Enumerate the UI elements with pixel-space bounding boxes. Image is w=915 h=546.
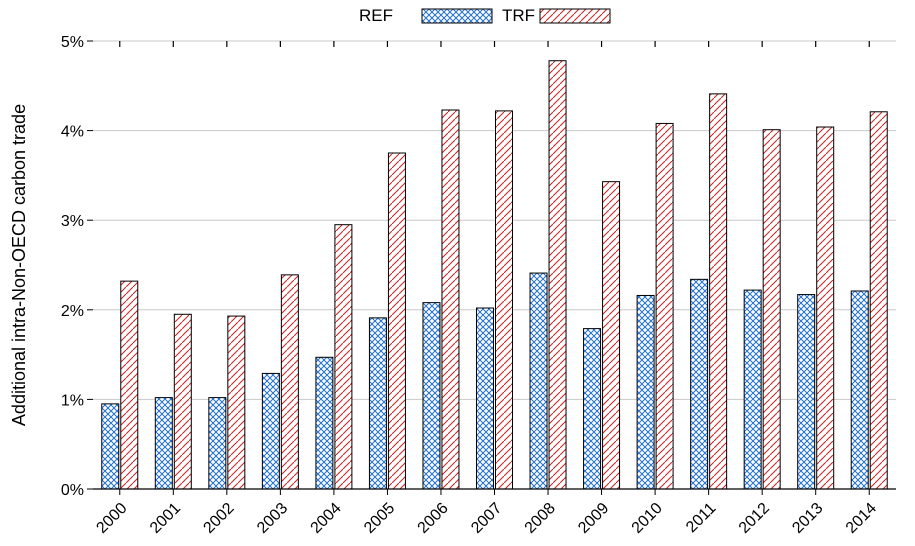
x-tick-label: 2004 xyxy=(308,500,345,537)
x-tick-label: 2007 xyxy=(468,500,505,537)
x-tick-label: 2005 xyxy=(361,500,398,537)
bar-trf-2009 xyxy=(602,181,621,490)
bar-trf-2002 xyxy=(227,315,246,490)
bar-ref-2008 xyxy=(529,272,548,490)
legend-label-trf: TRF xyxy=(502,6,535,25)
y-tick-label: 1% xyxy=(61,392,84,409)
axes xyxy=(87,40,896,495)
y-tick-label: 3% xyxy=(61,213,84,230)
bar-trf-2007 xyxy=(495,110,513,490)
y-tick-label: 2% xyxy=(61,303,84,320)
x-tick-label: 2006 xyxy=(415,500,452,537)
bar-trf-2014 xyxy=(869,111,888,490)
legend-label-ref: REF xyxy=(359,6,393,25)
bar-ref-2007 xyxy=(476,307,494,490)
legend-swatch-ref xyxy=(421,8,493,24)
y-axis-label: Additional intra-Non-OECD carbon trade xyxy=(9,104,29,426)
x-tick-label: 2008 xyxy=(522,500,559,537)
legend-swatch-trf xyxy=(539,8,611,24)
bar-trf-2004 xyxy=(334,224,353,490)
bar-trf-2006 xyxy=(441,109,460,490)
x-tick-label: 2010 xyxy=(629,500,666,537)
bar-trf-2013 xyxy=(816,126,835,490)
x-tick-label: 2014 xyxy=(843,500,880,537)
bar-trf-2001 xyxy=(173,313,192,490)
bar-ref-2006 xyxy=(422,302,441,490)
bar-ref-2001 xyxy=(154,397,173,490)
bars xyxy=(101,60,888,490)
bar-ref-2004 xyxy=(315,356,334,490)
x-tick-label: 2009 xyxy=(575,500,612,537)
x-tick-label: 2000 xyxy=(93,500,130,537)
x-tick-label: 2003 xyxy=(254,500,291,537)
x-tick-label: 2013 xyxy=(789,500,826,537)
bar-ref-2005 xyxy=(368,317,387,490)
bar-ref-2010 xyxy=(636,294,655,490)
legend: REF TRF xyxy=(359,6,611,25)
bar-ref-2000 xyxy=(101,403,120,490)
bar-trf-2003 xyxy=(280,274,299,490)
bar-ref-2003 xyxy=(261,372,280,490)
bar-ref-2009 xyxy=(583,328,602,490)
bar-trf-2005 xyxy=(387,152,406,490)
bar-trf-2010 xyxy=(655,122,674,490)
bar-trf-2008 xyxy=(548,60,567,490)
bar-ref-2014 xyxy=(850,290,869,490)
bar-ref-2012 xyxy=(743,289,762,490)
y-tick-label: 4% xyxy=(61,124,84,141)
x-tick-label: 2001 xyxy=(147,500,184,537)
x-tick-label: 2012 xyxy=(736,500,773,537)
x-tick-label: 2002 xyxy=(200,500,237,537)
bar-trf-2011 xyxy=(709,93,728,490)
y-tick-label: 0% xyxy=(61,482,84,499)
bar-trf-2012 xyxy=(762,129,781,490)
x-tick-label: 2011 xyxy=(683,500,719,536)
bar-ref-2013 xyxy=(797,294,816,490)
bar-ref-2011 xyxy=(690,278,709,490)
y-tick-label: 5% xyxy=(61,34,84,51)
bar-trf-2000 xyxy=(120,280,139,490)
bar-ref-2002 xyxy=(208,397,227,490)
